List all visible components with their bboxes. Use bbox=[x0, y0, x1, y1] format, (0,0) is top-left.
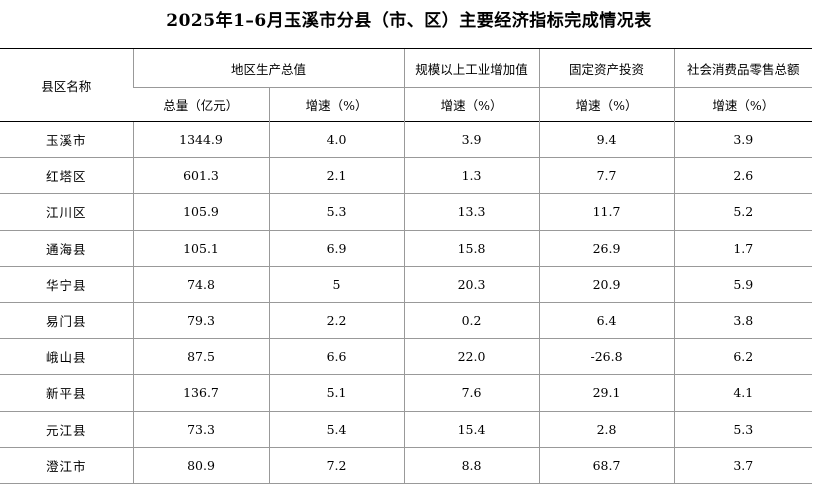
table-row: 通海县 105.1 6.9 15.8 26.9 1.7 bbox=[0, 229, 813, 267]
gdp-growth-cell: 4.0 bbox=[268, 120, 405, 158]
economic-indicators-table: 县区名称 地区生产总值 规模以上工业增加值 固定资产投资 社会消费品零售总额 总… bbox=[0, 48, 813, 484]
investment-growth-cell: 26.9 bbox=[538, 229, 675, 267]
retail-growth-cell: 5.3 bbox=[673, 410, 813, 448]
county-name-cell: 通海县 bbox=[0, 229, 133, 267]
industry-growth-cell: 1.3 bbox=[403, 157, 540, 194]
gdp-growth-cell: 5 bbox=[268, 265, 405, 303]
industry-growth-cell: 8.8 bbox=[403, 446, 540, 484]
gdp-total-cell: 73.3 bbox=[132, 410, 269, 448]
investment-growth-cell: 7.7 bbox=[538, 157, 675, 194]
gdp-total-cell: 105.9 bbox=[132, 193, 269, 231]
gdp-total-cell: 80.9 bbox=[132, 446, 269, 484]
county-name-cell: 华宁县 bbox=[0, 265, 133, 303]
gdp-growth-cell: 2.1 bbox=[268, 157, 405, 194]
gdp-total-cell: 79.3 bbox=[132, 301, 269, 339]
industry-growth-cell: 22.0 bbox=[403, 338, 540, 375]
gdp-growth-cell: 5.1 bbox=[268, 374, 405, 411]
investment-growth-cell: 6.4 bbox=[538, 301, 675, 339]
investment-growth-cell: 68.7 bbox=[538, 446, 675, 484]
header-gdp: 地区生产总值 bbox=[132, 48, 405, 88]
industry-growth-cell: 7.6 bbox=[403, 374, 540, 411]
table-row: 华宁县 74.8 5 20.3 20.9 5.9 bbox=[0, 265, 813, 303]
table-row: 红塔区 601.3 2.1 1.3 7.7 2.6 bbox=[0, 157, 813, 194]
industry-growth-cell: 15.8 bbox=[403, 229, 540, 267]
county-name-cell: 玉溪市 bbox=[0, 120, 133, 158]
county-name-cell: 元江县 bbox=[0, 410, 133, 448]
table-row: 易门县 79.3 2.2 0.2 6.4 3.8 bbox=[0, 301, 813, 339]
industry-growth-cell: 3.9 bbox=[403, 120, 540, 158]
county-name-cell: 峨山县 bbox=[0, 338, 133, 375]
gdp-growth-cell: 6.9 bbox=[268, 229, 405, 267]
gdp-total-cell: 1344.9 bbox=[132, 120, 269, 158]
header-industry-growth: 增速（%） bbox=[403, 87, 540, 122]
investment-growth-cell: 20.9 bbox=[538, 265, 675, 303]
investment-growth-cell: 9.4 bbox=[538, 120, 675, 158]
retail-growth-cell: 5.2 bbox=[673, 193, 813, 231]
county-name-cell: 澄江市 bbox=[0, 446, 133, 484]
gdp-total-cell: 136.7 bbox=[132, 374, 269, 411]
header-gdp-growth: 增速（%） bbox=[268, 87, 405, 122]
gdp-total-cell: 105.1 bbox=[132, 229, 269, 267]
header-county: 县区名称 bbox=[0, 48, 133, 122]
retail-growth-cell: 3.8 bbox=[673, 301, 813, 339]
table-row: 元江县 73.3 5.4 15.4 2.8 5.3 bbox=[0, 410, 813, 448]
industry-growth-cell: 0.2 bbox=[403, 301, 540, 339]
header-industry: 规模以上工业增加值 bbox=[403, 48, 540, 88]
investment-growth-cell: -26.8 bbox=[538, 338, 675, 375]
county-name-cell: 江川区 bbox=[0, 193, 133, 231]
gdp-total-cell: 601.3 bbox=[132, 157, 269, 194]
industry-growth-cell: 13.3 bbox=[403, 193, 540, 231]
header-retail: 社会消费品零售总额 bbox=[673, 48, 813, 88]
header-gdp-total: 总量（亿元） bbox=[133, 87, 269, 122]
table-row: 玉溪市 1344.9 4.0 3.9 9.4 3.9 bbox=[0, 120, 813, 158]
header-investment-growth: 增速（%） bbox=[538, 87, 675, 122]
retail-growth-cell: 4.1 bbox=[673, 374, 813, 411]
industry-growth-cell: 15.4 bbox=[403, 410, 540, 448]
gdp-total-cell: 87.5 bbox=[132, 338, 269, 375]
retail-growth-cell: 5.9 bbox=[673, 265, 813, 303]
table-row: 江川区 105.9 5.3 13.3 11.7 5.2 bbox=[0, 193, 813, 231]
table-body: 玉溪市 1344.9 4.0 3.9 9.4 3.9 红塔区 601.3 2.1 1.3 7.7 2.… bbox=[0, 120, 813, 484]
retail-growth-cell: 6.2 bbox=[673, 338, 813, 375]
retail-growth-cell: 1.7 bbox=[673, 229, 813, 267]
table-row: 新平县 136.7 5.1 7.6 29.1 4.1 bbox=[0, 374, 813, 411]
gdp-growth-cell: 5.4 bbox=[268, 410, 405, 448]
industry-growth-cell: 20.3 bbox=[403, 265, 540, 303]
retail-growth-cell: 2.6 bbox=[673, 157, 813, 194]
table-row: 峨山县 87.5 6.6 22.0 -26.8 6.2 bbox=[0, 338, 813, 375]
gdp-growth-cell: 7.2 bbox=[268, 446, 405, 484]
header-retail-growth: 增速（%） bbox=[673, 87, 813, 122]
county-name-cell: 红塔区 bbox=[0, 157, 133, 194]
investment-growth-cell: 11.7 bbox=[538, 193, 675, 231]
retail-growth-cell: 3.9 bbox=[673, 120, 813, 158]
table-title: 2025年1–6月玉溪市分县（市、区）主要经济指标完成情况表 bbox=[166, 11, 652, 31]
gdp-growth-cell: 6.6 bbox=[268, 338, 405, 375]
investment-growth-cell: 2.8 bbox=[538, 410, 675, 448]
gdp-growth-cell: 5.3 bbox=[268, 193, 405, 231]
county-name-cell: 易门县 bbox=[0, 301, 133, 339]
table-row: 澄江市 80.9 7.2 8.8 68.7 3.7 bbox=[0, 446, 813, 484]
investment-growth-cell: 29.1 bbox=[538, 374, 675, 411]
header-investment: 固定资产投资 bbox=[538, 48, 675, 88]
retail-growth-cell: 3.7 bbox=[673, 446, 813, 484]
gdp-total-cell: 74.8 bbox=[132, 265, 269, 303]
county-name-cell: 新平县 bbox=[0, 374, 133, 411]
gdp-growth-cell: 2.2 bbox=[268, 301, 405, 339]
